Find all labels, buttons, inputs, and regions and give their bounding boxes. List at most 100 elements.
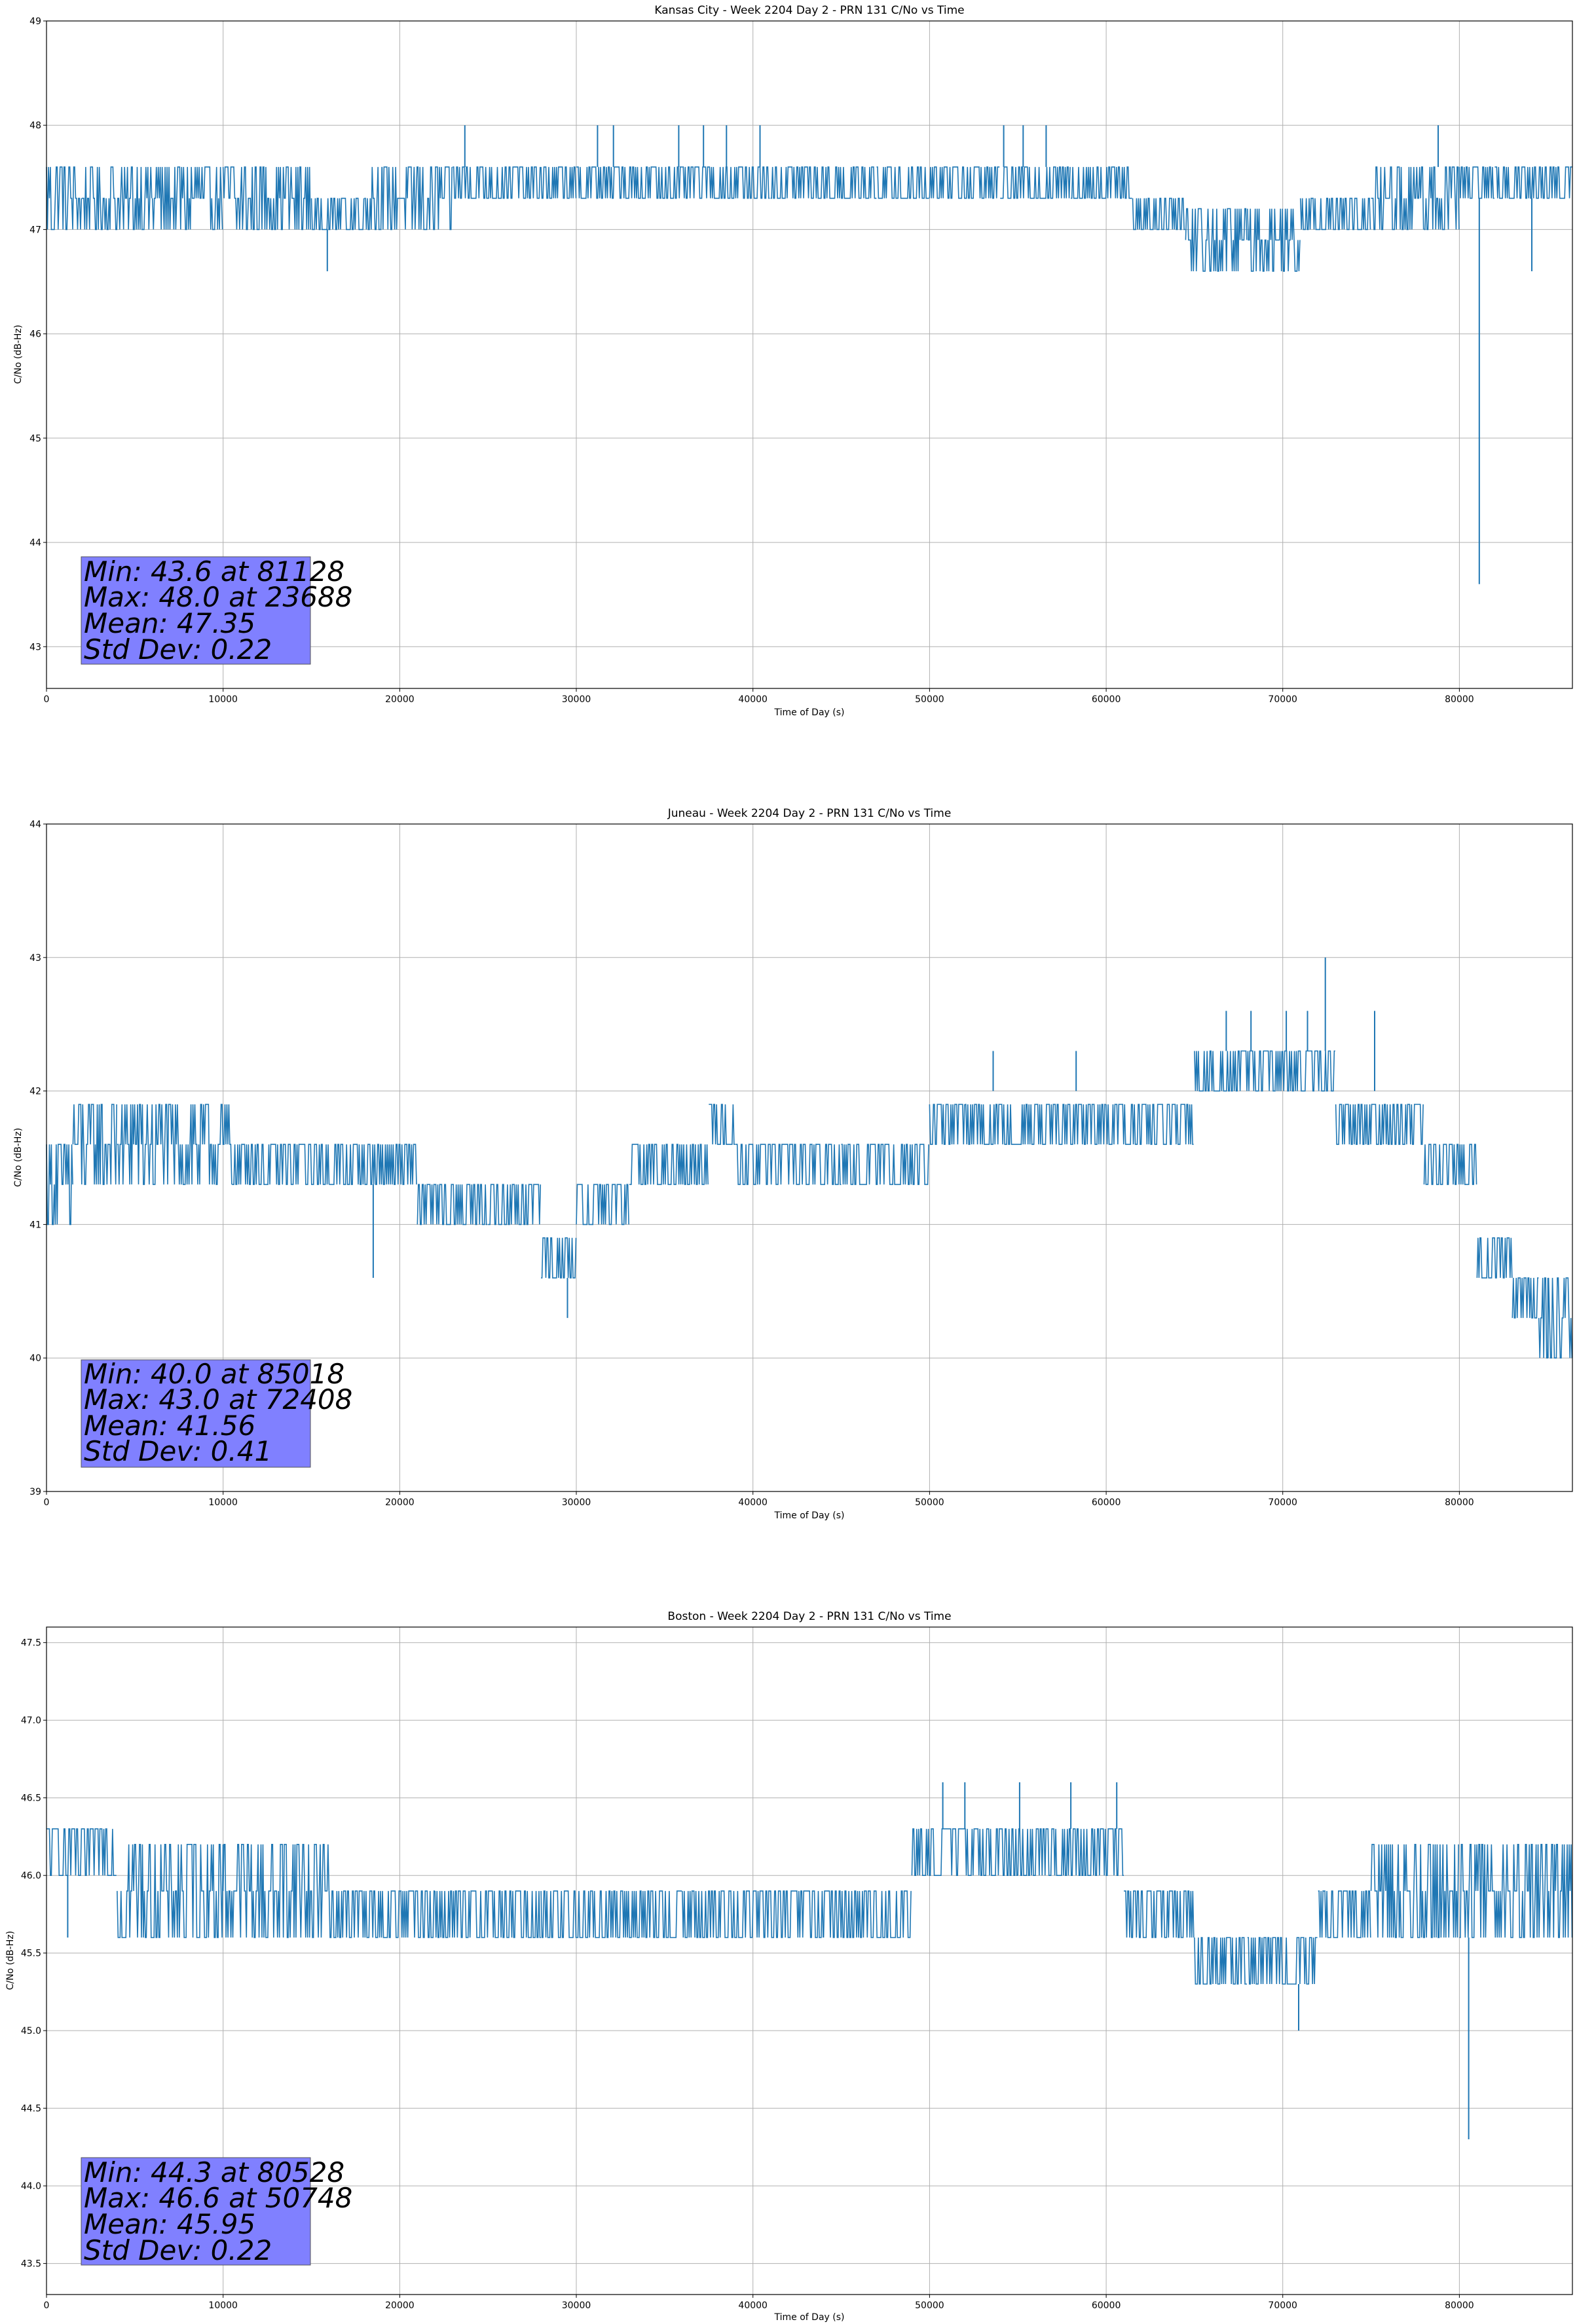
stats-std: Std Dev: 0.41 [84,1435,272,1467]
y-tick-label: 45.5 [21,1949,41,1959]
x-tick-label: 10000 [208,2300,238,2311]
subplot-kansas-city: Kansas City - Week 2204 Day 2 - PRN 131 … [13,4,1573,718]
y-tick-label: 47.0 [21,1715,41,1726]
series-segment [876,166,929,199]
x-tick-label: 40000 [738,2300,768,2311]
stats-box [81,556,311,665]
series-segment [488,1184,542,1226]
series-segment [1299,197,1371,231]
series-segment [1318,1890,1371,1938]
stats-box [81,2157,311,2266]
series-segment [328,1890,436,1938]
series-segment [46,166,83,231]
y-tick-label: 45.0 [21,2026,41,2036]
series-segment [1247,208,1301,272]
series-segment [1017,1828,1124,1876]
y-axis-label: C/No (dB-Hz) [5,1931,16,1990]
y-tick-label: 47.5 [21,1638,41,1649]
x-tick-label: 70000 [1268,694,1297,705]
series-segment [232,1144,330,1186]
series-segment [117,1104,232,1186]
x-axis-label: Time of Day (s) [774,2312,845,2323]
series-segment [1105,1104,1194,1145]
series-segment [434,1890,541,1938]
ticks: 0 10000 20000 30000 40000 50000 60000 70000 8000… [29,16,1474,705]
series-segment [823,1890,912,1938]
y-tick-label: 44 [29,538,41,548]
series-segment [1194,1937,1247,1985]
x-tick-label: 20000 [385,1497,415,1508]
x-tick-label: 10000 [208,694,238,705]
series-segment [152,166,223,231]
series-segment [841,1144,929,1186]
series-segment [46,1144,73,1226]
x-axis-label: Time of Day (s) [774,1510,845,1521]
series-segment [72,1104,117,1186]
series-segment [46,1828,117,1876]
plot-area [46,1782,1573,2139]
x-tick-label: 20000 [385,694,415,705]
series-segment [117,1844,224,1938]
series-segment [1476,1237,1513,1279]
y-axis-label: C/No (dB-Hz) [13,1128,24,1187]
y-tick-label: 49 [29,16,41,27]
y-tick-label: 42 [29,1087,41,1097]
x-tick-label: 60000 [1092,694,1121,705]
series-segment [81,166,153,231]
stats-max: Max: 48.0 at 23688 [84,581,352,613]
plot-frame [46,1626,1573,2295]
x-tick-label: 30000 [562,2300,591,2311]
series-segment [1494,166,1572,199]
plot-area [46,957,1572,1359]
y-tick-label: 46.5 [21,1793,41,1804]
y-tick-label: 45 [29,434,41,444]
series-segment [1124,1890,1195,1938]
stats-min: Min: 43.6 at 81128 [84,555,344,588]
x-tick-label: 40000 [738,694,768,705]
stats-mean: Mean: 45.95 [84,2208,255,2240]
ticks: 0 10000 20000 30000 40000 50000 60000 70000 8000… [21,1638,1474,2311]
series-segment [329,1144,417,1186]
y-tick-label: 44.0 [21,2181,41,2192]
y-axis-label: C/No (dB-Hz) [13,325,24,384]
series-segment [541,1237,577,1279]
series-segment [453,166,541,199]
x-tick-label: 50000 [915,2300,944,2311]
series-segment [709,1104,735,1145]
x-tick-label: 40000 [738,1497,768,1508]
x-tick-label: 0 [44,1497,50,1508]
y-tick-label: 43 [29,953,41,964]
chart-title: Kansas City - Week 2204 Day 2 - PRN 131 … [654,4,964,17]
stats-max: Max: 46.6 at 50748 [84,2182,352,2214]
stats-mean: Mean: 41.56 [84,1410,255,1442]
series-segment [682,1890,824,1938]
series-segment [1538,1277,1572,1359]
series-segment [576,166,682,199]
y-tick-label: 48 [29,121,41,131]
y-tick-label: 43 [29,642,41,652]
x-tick-label: 0 [44,694,50,705]
y-tick-label: 39 [29,1487,41,1497]
series-segment [1423,1144,1477,1186]
series-segment [1132,197,1185,231]
series-segment [1512,1277,1539,1319]
series-segment [381,166,453,231]
y-tick-label: 41 [29,1220,41,1230]
series-segment [417,1184,488,1226]
subplot-boston: Boston - Week 2204 Day 2 - PRN 131 C/No … [5,1610,1573,2323]
series-segment [629,1144,709,1186]
series-segment [770,166,877,199]
x-tick-label: 30000 [562,694,591,705]
stats-max: Max: 43.0 at 72408 [84,1383,352,1415]
series-segment [1247,1937,1318,1985]
plot-frame [46,20,1573,689]
series-segment [965,1104,1106,1145]
series-segment [222,166,311,231]
series-segment [1459,1844,1573,1938]
series-segment [1458,166,1494,199]
series-segment [1185,208,1248,272]
series-segment [929,166,1000,199]
x-tick-label: 0 [44,2300,50,2311]
stats-box [81,1359,311,1468]
